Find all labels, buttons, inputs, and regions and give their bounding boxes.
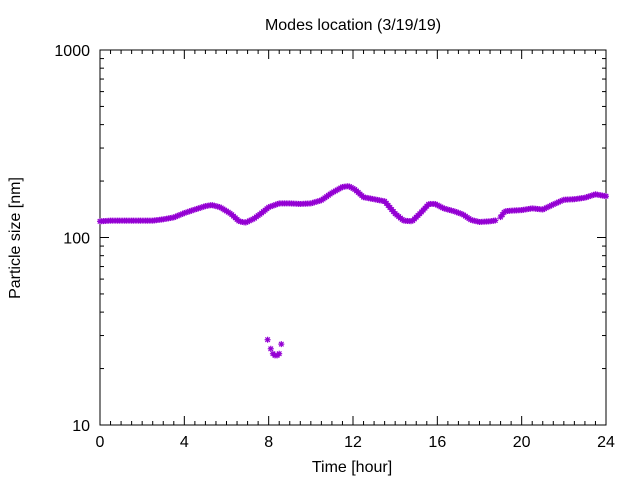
data-point-secondary [278,341,285,348]
x-tick-label: 16 [428,434,446,451]
x-axis-label: Time [hour] [312,459,392,476]
x-tick-label: 0 [96,434,105,451]
plot-frame [99,49,607,426]
y-tick-label: 10 [72,418,90,435]
plot-area: 0 4 8 12 16 20 24 10 100 1000 [54,43,615,451]
data-point-secondary [267,345,274,352]
x-tick-label: 8 [264,434,273,451]
x-tick-label: 20 [513,434,531,451]
y-tick-label: 100 [63,231,90,248]
x-tick-label: 12 [344,434,362,451]
data-point [492,217,499,224]
y-axis-label: Particle size [nm] [7,177,24,299]
data-point-secondary [264,336,271,343]
data-point-secondary [276,350,283,357]
data-points [97,183,609,359]
chart-title: Modes location (3/19/19) [265,17,441,34]
data-point [603,193,609,200]
y-tick-label: 1000 [54,43,90,60]
x-tick-label: 4 [180,434,189,451]
x-tick-label: 24 [597,434,615,451]
